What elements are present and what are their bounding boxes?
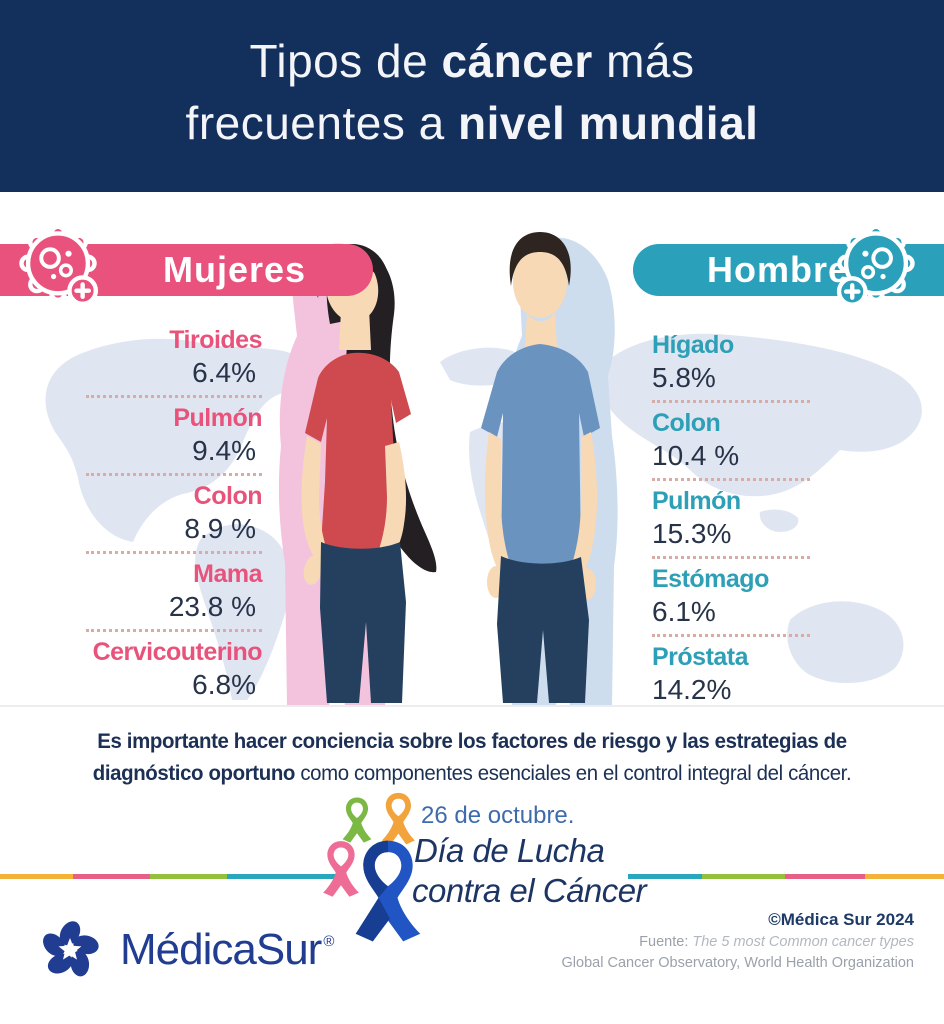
dotted-divider <box>86 629 262 632</box>
dotted-divider <box>652 478 810 481</box>
star-icon <box>58 938 82 960</box>
man-jeans <box>497 556 589 703</box>
copyright-text: ©Médica Sur 2024 <box>768 910 914 929</box>
cancer-name: Próstata <box>652 643 749 671</box>
cancer-name: Hígado <box>652 331 734 359</box>
man-left-arm <box>484 432 511 571</box>
cancer-type-item: Tiroides 6.4% <box>12 325 262 391</box>
cancer-name: Estómago <box>652 565 769 593</box>
cancer-name: Mama <box>193 560 262 588</box>
page-title: Tipos de cáncer más frecuentes a nivel mu… <box>185 35 759 149</box>
blue-ribbon-icon <box>355 840 421 942</box>
pink-ribbon-icon <box>323 841 359 897</box>
green-ribbon-icon <box>342 797 372 843</box>
man-hair <box>509 232 571 286</box>
footer: MédicaSur ® ©Médica Sur 2024 Fuente: The … <box>0 900 944 1024</box>
cancer-type-item: Pulmón 9.4% <box>12 403 262 469</box>
cancer-value: 6.8% <box>192 669 256 700</box>
source-title: The 5 most Common cancer types <box>692 934 914 950</box>
cancer-name: Tiroides <box>169 326 262 354</box>
awareness-day-block: 26 de octubre. Día de Lucha contra el Cá… <box>0 790 944 950</box>
awareness-ribbons <box>323 792 421 942</box>
cancer-type-item: Colon 8.9 % <box>12 481 262 547</box>
awareness-title-line1: Día de Lucha <box>414 832 605 869</box>
plus-icon <box>67 275 99 307</box>
woman-figure <box>278 243 437 705</box>
header-banner: Tipos de cáncer más frecuentes a nivel mu… <box>0 0 944 192</box>
world-map-and-people-illustration <box>45 232 922 705</box>
woman-shirt <box>305 352 411 551</box>
man-right-arm <box>571 432 598 573</box>
cancer-value: 23.8 % <box>168 591 256 622</box>
cancer-type-item: Cervicouterino 6.8% <box>12 637 263 703</box>
dotted-divider <box>86 473 262 476</box>
source-line1: Fuente: The 5 most Common cancer types <box>639 934 914 950</box>
cancer-cell-icon-men <box>836 224 915 307</box>
cancer-value: 9.4% <box>192 435 256 466</box>
dotted-divider <box>652 556 810 559</box>
cancer-type-item: Mama 23.8 % <box>12 559 263 625</box>
man-shirt <box>481 344 600 566</box>
awareness-message: Es importante hacer conciencia sobre los… <box>0 705 944 789</box>
dotted-divider <box>652 634 810 637</box>
woman-left-hand <box>303 555 323 585</box>
man-head <box>513 246 567 318</box>
color-stripe-right <box>628 874 944 879</box>
cancer-value: 15.3% <box>652 518 732 549</box>
registered-mark: ® <box>323 933 334 950</box>
dotted-divider <box>86 551 262 554</box>
awareness-date: 26 de octubre. <box>421 802 575 829</box>
woman-left-arm <box>301 436 329 561</box>
woman-jeans <box>320 542 406 703</box>
cancer-name: Pulmón <box>652 487 741 515</box>
medicasur-logo: MédicaSur ® <box>30 910 334 990</box>
message-text: Es importante hacer conciencia sobre los… <box>92 729 852 785</box>
cancer-cell-icon-women <box>19 224 99 307</box>
man-neck <box>525 312 557 348</box>
orange-ribbon-icon <box>381 792 415 845</box>
cancer-name: Colon <box>193 482 263 510</box>
cancer-type-item: Estómago 6.1% <box>652 564 902 630</box>
cancer-type-item: Colon 10.4 % <box>652 408 902 474</box>
credits: ©Médica Sur 2024 Fuente: The 5 most Comm… <box>562 908 914 974</box>
man-figure <box>481 232 618 705</box>
dotted-divider <box>86 395 262 398</box>
cancer-value: 6.1% <box>652 596 716 627</box>
cancer-value: 14.2% <box>652 674 732 705</box>
cancer-name: Pulmón <box>173 404 262 432</box>
cancer-value: 8.9 % <box>184 513 256 544</box>
cancer-value: 5.8% <box>652 362 716 393</box>
plus-icon <box>836 276 868 307</box>
source-line2: Global Cancer Observatory, World Health … <box>561 955 914 971</box>
cancer-type-item: Hígado 5.8% <box>652 330 902 396</box>
women-cancer-list: Tiroides 6.4% Pulmón 9.4% Colon 8.9 % Ma… <box>12 325 263 703</box>
brand-name: MédicaSur ® <box>120 925 334 974</box>
cancer-name: Colon <box>652 409 721 437</box>
main-illustration-section: Mujeres Hombres <box>0 192 944 707</box>
awareness-title-line2: contra el Cáncer <box>412 872 647 909</box>
cancer-name: Cervicouterino <box>92 638 263 666</box>
women-badge-label: Mujeres <box>162 249 307 290</box>
color-stripe-left <box>0 874 338 879</box>
cancer-value: 6.4% <box>192 357 256 388</box>
woman-right-arm <box>377 442 407 561</box>
dotted-divider <box>652 400 810 403</box>
cancer-type-item: Próstata 14.2% <box>652 642 902 708</box>
men-cancer-list: Hígado 5.8% Colon 10.4 % Pulmón 15.3% Es… <box>652 330 902 708</box>
cancer-type-item: Pulmón 15.3% <box>652 486 902 552</box>
cancer-value: 10.4 % <box>652 440 740 471</box>
medicasur-flower-icon <box>43 921 99 977</box>
